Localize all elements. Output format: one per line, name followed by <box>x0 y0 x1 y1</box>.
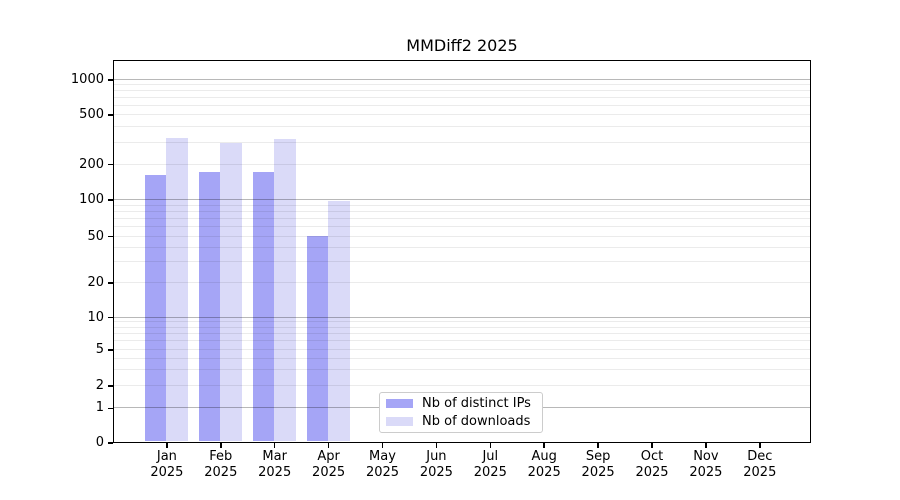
y-tick-label: 5 <box>95 342 104 357</box>
legend: Nb of distinct IPs Nb of downloads <box>379 392 543 433</box>
minor-gridline <box>114 246 810 248</box>
legend-label-distinct-ips: Nb of distinct IPs <box>422 395 531 411</box>
y-tick-mark <box>107 79 113 81</box>
x-tick-mark <box>435 443 438 448</box>
x-tick-label: Mar 2025 <box>258 449 292 480</box>
bar-downloads <box>274 138 296 441</box>
bars-layer <box>114 61 810 442</box>
minor-gridline <box>114 210 810 212</box>
minor-gridline <box>114 225 810 227</box>
y-tick-mark <box>107 316 113 319</box>
minor-gridline <box>114 204 810 206</box>
x-tick-mark <box>220 443 222 448</box>
minor-gridline <box>114 90 810 92</box>
y-tick-label: 500 <box>79 107 104 122</box>
minor-gridline <box>114 321 810 323</box>
major-gridline <box>114 316 810 318</box>
x-tick-mark <box>381 443 384 448</box>
legend-swatch-distinct-ips <box>386 399 413 408</box>
legend-entry-downloads: Nb of downloads <box>386 413 536 429</box>
minor-gridline <box>114 349 810 350</box>
y-tick-mark <box>107 442 113 444</box>
x-tick-label: Aug 2025 <box>527 449 561 480</box>
legend-swatch-downloads <box>386 417 413 426</box>
minor-gridline <box>114 369 810 371</box>
x-tick-mark <box>543 443 545 448</box>
minor-gridline <box>114 97 810 98</box>
y-tick-label: 10 <box>87 309 104 325</box>
bar-downloads <box>166 137 188 441</box>
minor-gridline <box>114 326 810 328</box>
legend-entry-distinct-ips: Nb of distinct IPs <box>386 395 536 411</box>
minor-gridline <box>114 282 810 283</box>
y-tick-label: 1 <box>95 400 104 416</box>
plot-area <box>113 60 811 443</box>
y-tick-mark <box>107 282 113 284</box>
y-tick-mark <box>107 385 113 387</box>
x-tick-label: Feb 2025 <box>204 449 238 480</box>
legend-label-downloads: Nb of downloads <box>422 413 531 429</box>
x-tick-label: Apr 2025 <box>312 449 346 480</box>
major-gridline <box>114 199 810 200</box>
bar-distinct-ips <box>198 171 221 441</box>
x-tick-label: Dec 2025 <box>743 449 777 480</box>
y-tick-label: 200 <box>79 156 104 172</box>
x-tick-label: Nov 2025 <box>689 449 723 480</box>
y-tick-mark <box>107 235 113 238</box>
chart-title: MMDiff2 2025 <box>406 36 518 55</box>
y-tick-label: 2 <box>95 378 104 393</box>
x-tick-label: Sep 2025 <box>581 449 615 480</box>
bar-distinct-ips <box>306 236 329 441</box>
x-tick-label: Jul 2025 <box>473 449 507 480</box>
y-tick-mark <box>107 163 113 166</box>
minor-gridline <box>114 141 810 143</box>
x-tick-mark <box>651 443 653 448</box>
minor-gridline <box>114 235 810 237</box>
minor-gridline <box>114 114 810 115</box>
y-tick-mark <box>107 199 113 201</box>
y-tick-label: 1000 <box>70 72 104 87</box>
y-tick-label: 50 <box>87 228 104 244</box>
x-tick-mark <box>489 443 492 448</box>
minor-gridline <box>114 84 810 86</box>
y-tick-label: 20 <box>87 275 104 290</box>
minor-gridline <box>114 357 810 359</box>
x-tick-label: Oct 2025 <box>635 449 669 480</box>
minor-gridline <box>114 385 810 386</box>
x-tick-label: May 2025 <box>365 449 400 480</box>
y-tick-label: 0 <box>95 435 104 450</box>
bar-distinct-ips <box>252 172 275 441</box>
y-tick-mark <box>107 114 113 116</box>
minor-gridline <box>114 126 810 128</box>
bar-distinct-ips <box>144 175 167 441</box>
y-tick-mark <box>107 407 113 410</box>
bar-downloads <box>328 201 350 441</box>
x-tick-mark <box>327 443 330 448</box>
major-gridline <box>114 79 810 80</box>
minor-gridline <box>114 333 810 335</box>
x-tick-mark <box>705 443 707 448</box>
minor-gridline <box>114 340 810 342</box>
minor-gridline <box>114 217 810 219</box>
x-tick-label: Jan 2025 <box>150 449 184 480</box>
y-tick-mark <box>107 349 113 351</box>
x-tick-mark <box>759 443 761 448</box>
x-tick-mark <box>166 443 168 448</box>
bar-downloads <box>220 143 242 441</box>
y-tick-label: 100 <box>79 192 104 207</box>
x-tick-mark <box>273 443 276 448</box>
x-tick-label: Jun 2025 <box>419 449 453 480</box>
minor-gridline <box>114 104 810 106</box>
minor-gridline <box>114 163 810 165</box>
grid-layer <box>114 61 810 442</box>
x-tick-mark <box>597 443 599 448</box>
minor-gridline <box>114 261 810 263</box>
